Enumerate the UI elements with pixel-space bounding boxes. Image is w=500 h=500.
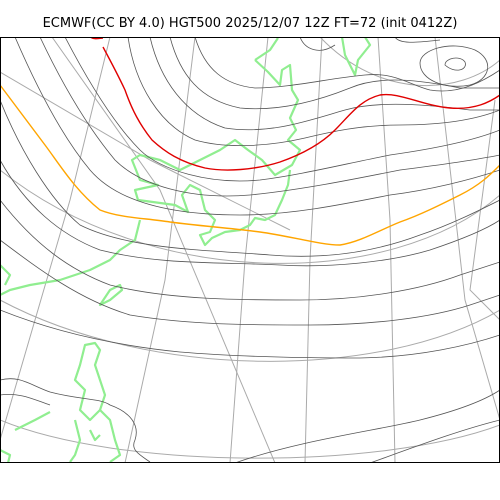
contour-line (0, 378, 151, 463)
map-border (0, 37, 500, 463)
meridian-line (51, 37, 276, 463)
meridian-line (434, 37, 500, 421)
map-title: ECMWF(CC BY 4.0) HGT500 2025/12/07 12Z F… (42, 16, 458, 31)
map-canvas[interactable] (0, 37, 500, 463)
coastline (254, 37, 279, 61)
parallel-line (319, 37, 500, 87)
contour-line (0, 159, 500, 267)
contour-line (0, 199, 500, 301)
contour-line (127, 37, 500, 146)
contour-line (149, 37, 500, 131)
meridian-line (0, 71, 291, 231)
contour-line (444, 57, 466, 71)
coastline (0, 449, 12, 463)
meridian-line (0, 37, 111, 441)
map-frame[interactable] (0, 37, 500, 463)
contour-line (0, 393, 51, 406)
coastline (89, 429, 101, 442)
contour-line (299, 37, 336, 51)
meridian-line (229, 37, 269, 463)
contour-line (194, 37, 500, 92)
coastline (99, 409, 122, 463)
coastline (69, 419, 82, 463)
contour-line (369, 419, 500, 463)
contour-line (234, 389, 500, 463)
meridian-line (469, 99, 500, 321)
height-contours (0, 37, 500, 463)
contour-line (419, 45, 488, 87)
red-contour (89, 37, 500, 171)
meridian-line (304, 37, 323, 463)
contour-line (394, 37, 441, 43)
meridian-line (377, 37, 396, 463)
coastline (130, 59, 302, 247)
orange-contour (0, 84, 500, 246)
contour-line (39, 37, 500, 197)
coastline (0, 219, 142, 296)
coastline (73, 341, 107, 422)
contour-line (0, 239, 500, 326)
contour-line (169, 37, 500, 110)
contour-line (0, 309, 500, 359)
parallel-line (0, 299, 500, 362)
parallel-line (0, 169, 500, 264)
contour-line (64, 37, 500, 182)
meridian-line (124, 37, 196, 463)
contour-line (0, 99, 500, 257)
contour-line (14, 37, 500, 216)
graticule (0, 37, 500, 463)
coastline (340, 37, 372, 77)
coastline (0, 264, 12, 286)
coastline (98, 283, 124, 307)
coastline (14, 411, 51, 431)
